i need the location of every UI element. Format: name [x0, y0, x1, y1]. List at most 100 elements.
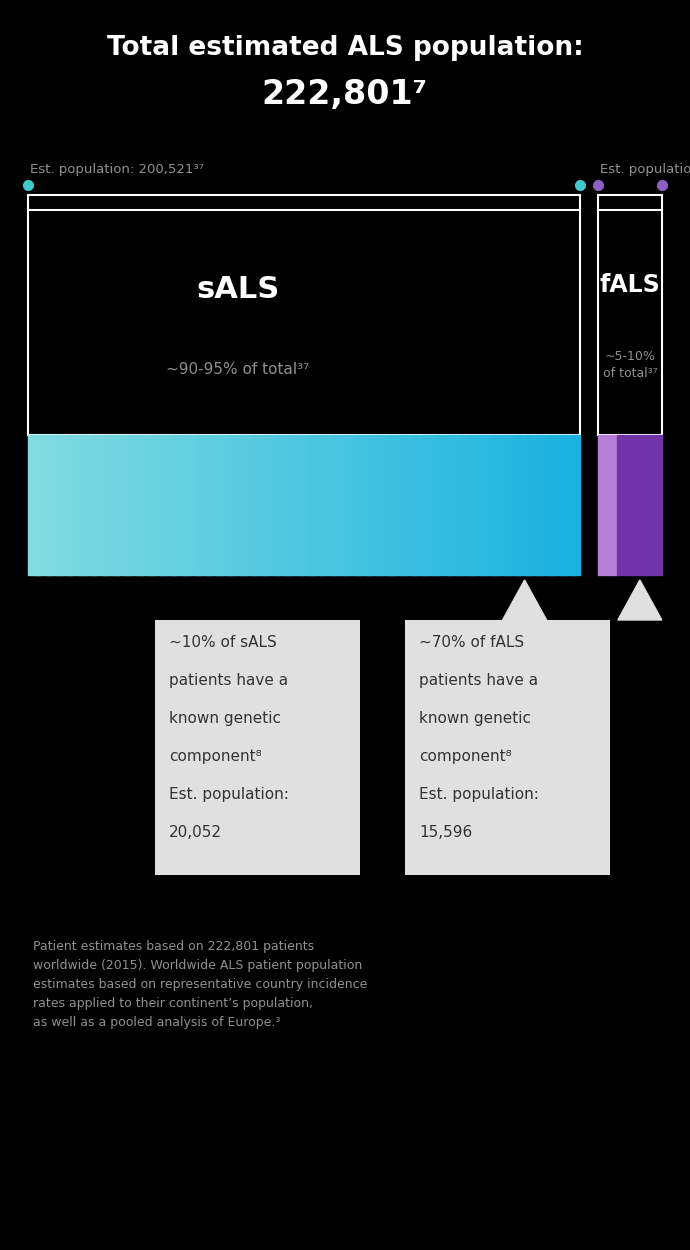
Bar	[197, 435, 199, 575]
Bar	[337, 435, 339, 575]
Bar	[468, 435, 470, 575]
Bar	[341, 435, 343, 575]
Bar	[449, 435, 451, 575]
Bar	[383, 435, 385, 575]
Bar	[95, 435, 97, 575]
Bar	[490, 435, 492, 575]
Bar	[276, 435, 279, 575]
Bar	[397, 435, 400, 575]
Bar	[562, 435, 564, 575]
Bar	[414, 435, 417, 575]
Bar	[405, 435, 407, 575]
Bar	[177, 435, 179, 575]
Bar	[258, 435, 260, 575]
Text: Est. population:: Est. population:	[419, 788, 539, 802]
Bar	[571, 435, 573, 575]
Bar	[320, 435, 323, 575]
Bar	[245, 435, 248, 575]
Bar	[381, 435, 384, 575]
Bar	[413, 435, 415, 575]
Bar	[128, 435, 130, 575]
Bar	[104, 435, 106, 575]
Bar	[68, 435, 71, 575]
Bar	[499, 435, 501, 575]
Bar	[155, 435, 157, 575]
Bar	[576, 435, 578, 575]
Bar	[37, 435, 39, 575]
Bar	[352, 435, 354, 575]
Polygon shape	[618, 580, 662, 620]
Bar	[326, 435, 328, 575]
Text: 15,596: 15,596	[419, 825, 472, 840]
Bar	[350, 435, 352, 575]
Bar	[286, 435, 288, 575]
Bar	[148, 435, 150, 575]
Bar	[96, 435, 99, 575]
Bar	[256, 435, 258, 575]
Bar	[208, 435, 210, 575]
Bar	[126, 435, 128, 575]
Bar	[560, 435, 562, 575]
Bar	[46, 435, 49, 575]
Bar	[280, 435, 282, 575]
Bar	[239, 435, 242, 575]
Bar	[212, 435, 215, 575]
Bar	[30, 435, 32, 575]
Bar	[170, 435, 172, 575]
Bar	[248, 435, 251, 575]
Bar	[278, 435, 280, 575]
Bar	[59, 435, 61, 575]
Bar	[54, 435, 56, 575]
Bar	[182, 435, 185, 575]
Bar	[264, 435, 266, 575]
Bar	[90, 435, 93, 575]
Bar	[254, 435, 257, 575]
Bar	[372, 435, 374, 575]
Bar	[262, 435, 264, 575]
Bar	[331, 435, 334, 575]
Bar	[370, 435, 373, 575]
Bar	[488, 435, 490, 575]
Bar	[375, 435, 378, 575]
Bar	[150, 435, 152, 575]
Bar	[567, 435, 569, 575]
Text: Est. population:: Est. population:	[169, 788, 289, 802]
Bar	[458, 435, 461, 575]
Bar	[241, 435, 244, 575]
Bar	[175, 435, 177, 575]
Text: Patient estimates based on 222,801 patients
worldwide (2015). Worldwide ALS pati: Patient estimates based on 222,801 patie…	[33, 940, 367, 1029]
Bar	[598, 435, 617, 575]
Bar	[510, 435, 512, 575]
Bar	[444, 435, 446, 575]
Bar	[366, 435, 368, 575]
Bar	[573, 435, 575, 575]
Bar	[438, 435, 440, 575]
Bar	[512, 435, 514, 575]
Bar	[164, 435, 166, 575]
Bar	[558, 435, 560, 575]
Bar	[79, 435, 82, 575]
Bar	[598, 210, 662, 435]
Bar	[497, 435, 500, 575]
Bar	[144, 435, 146, 575]
Bar	[493, 435, 495, 575]
Bar	[142, 435, 144, 575]
Bar	[131, 435, 133, 575]
Bar	[346, 435, 348, 575]
Bar	[179, 435, 181, 575]
Bar	[411, 435, 413, 575]
Bar	[151, 435, 154, 575]
Bar	[223, 435, 226, 575]
Bar	[457, 435, 459, 575]
Bar	[118, 435, 121, 575]
Bar	[186, 435, 188, 575]
Bar	[57, 435, 60, 575]
Bar	[355, 435, 357, 575]
Bar	[440, 435, 442, 575]
Bar	[89, 435, 91, 575]
Bar	[386, 435, 389, 575]
Bar	[293, 435, 295, 575]
Bar	[361, 435, 363, 575]
Bar	[506, 435, 509, 575]
Bar	[425, 435, 428, 575]
